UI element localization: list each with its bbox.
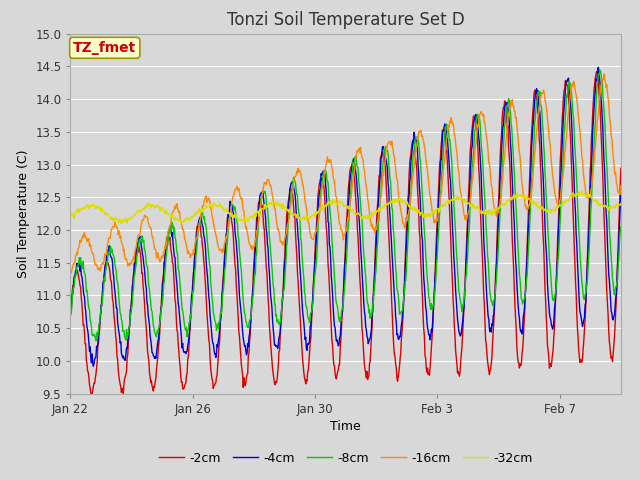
Legend: -2cm, -4cm, -8cm, -16cm, -32cm: -2cm, -4cm, -8cm, -16cm, -32cm: [154, 447, 538, 469]
Line: -32cm: -32cm: [70, 191, 621, 224]
-8cm: [297, 237, 305, 242]
-2cm: [379, 153, 387, 158]
-16cm: [67, 270, 75, 276]
-2cm: [593, 69, 600, 74]
-4cm: [67, 312, 74, 317]
-16cm: [600, 71, 608, 77]
-8cm: [379, 161, 387, 167]
-32cm: [379, 205, 387, 211]
Line: -2cm: -2cm: [70, 72, 621, 397]
-16cm: [196, 215, 204, 221]
X-axis label: Time: Time: [330, 420, 361, 433]
-16cm: [268, 185, 275, 191]
-4cm: [196, 214, 204, 219]
-32cm: [86, 202, 94, 207]
-32cm: [578, 188, 586, 194]
Y-axis label: Soil Temperature (C): Soil Temperature (C): [17, 149, 29, 278]
-2cm: [196, 224, 204, 230]
-32cm: [67, 214, 74, 219]
-2cm: [512, 315, 520, 321]
-2cm: [617, 165, 625, 171]
-32cm: [124, 221, 131, 227]
-16cm: [67, 267, 74, 273]
-32cm: [268, 202, 275, 207]
-4cm: [86, 344, 94, 350]
-32cm: [512, 192, 520, 198]
-2cm: [67, 310, 74, 315]
-8cm: [596, 68, 604, 73]
Line: -16cm: -16cm: [70, 74, 621, 273]
-32cm: [297, 216, 305, 222]
-8cm: [268, 257, 275, 263]
-16cm: [379, 168, 387, 174]
-4cm: [90, 363, 97, 369]
-4cm: [595, 64, 602, 70]
-4cm: [268, 298, 275, 304]
-8cm: [512, 197, 520, 203]
-8cm: [67, 313, 74, 319]
-16cm: [512, 115, 520, 121]
-8cm: [196, 217, 204, 223]
-16cm: [87, 243, 95, 249]
-16cm: [617, 183, 625, 189]
-2cm: [268, 349, 275, 355]
Text: TZ_fmet: TZ_fmet: [73, 41, 136, 55]
-4cm: [379, 144, 387, 149]
-4cm: [297, 274, 305, 280]
-8cm: [92, 338, 100, 344]
-32cm: [617, 201, 625, 206]
-2cm: [86, 385, 94, 391]
-16cm: [297, 169, 305, 175]
Line: -4cm: -4cm: [70, 67, 621, 366]
-4cm: [512, 257, 520, 263]
-8cm: [617, 224, 625, 230]
Title: Tonzi Soil Temperature Set D: Tonzi Soil Temperature Set D: [227, 11, 465, 29]
-4cm: [617, 189, 625, 195]
Line: -8cm: -8cm: [70, 71, 621, 341]
-2cm: [297, 326, 305, 332]
-8cm: [86, 318, 94, 324]
-2cm: [88, 395, 95, 400]
-32cm: [196, 209, 204, 215]
